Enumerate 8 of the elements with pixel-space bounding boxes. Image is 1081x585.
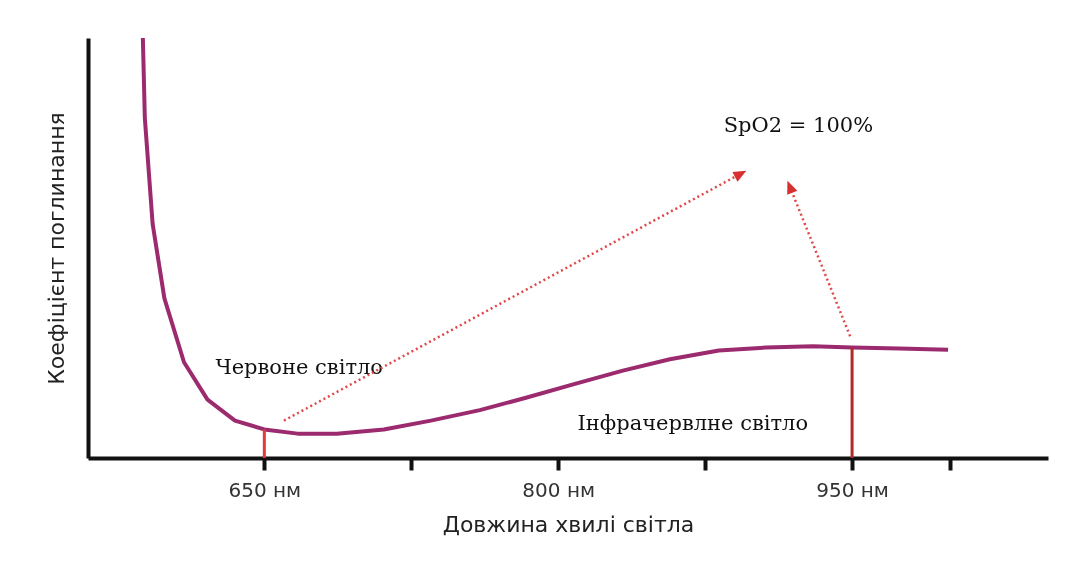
annotation: Червоне світло xyxy=(215,354,383,379)
x-tick-label: 950 нм xyxy=(816,477,889,502)
x-tick-label: 650 нм xyxy=(228,477,302,502)
x-tick-label: 800 нм xyxy=(522,477,596,502)
y-axis-title: Коефіцієнт поглинання xyxy=(43,112,69,385)
annotation: SpO2 = 100% xyxy=(723,113,874,138)
annotation: Інфрачервлне світло xyxy=(577,411,809,436)
x-axis-title: Довжина хвилі світла xyxy=(442,511,695,537)
